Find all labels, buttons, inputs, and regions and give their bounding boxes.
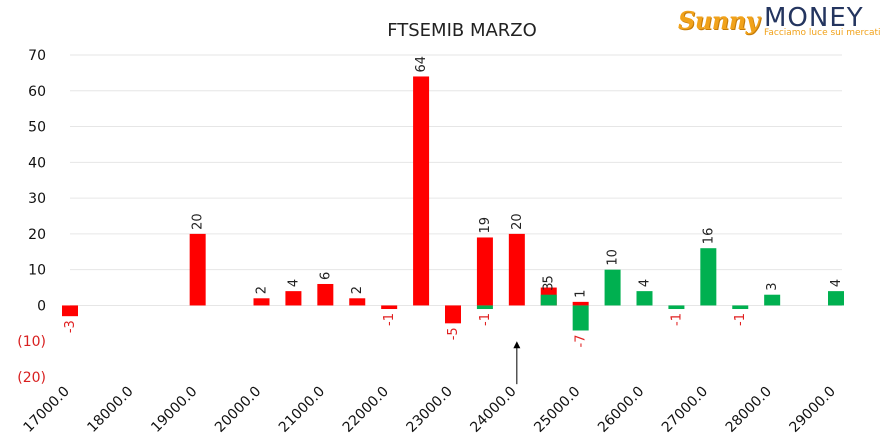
bar <box>189 233 206 306</box>
bar <box>572 305 589 331</box>
bar <box>62 305 78 317</box>
data-label: -1 <box>669 313 684 326</box>
y-tick-label: 50 <box>28 120 46 136</box>
x-tick-label: 19000.0 <box>148 384 200 436</box>
data-labels: -3 20 2 4 6 2 -1 64 -5 19 20 5 1 -1 3 -7 10 4 -1 16 -1 3 4 <box>63 56 844 348</box>
logo-wordmark-left: Sunny <box>678 6 760 35</box>
gridlines <box>70 54 842 306</box>
bar <box>476 237 493 306</box>
y-tick-label: (10) <box>17 334 46 350</box>
data-label: 20 <box>191 213 206 230</box>
bar <box>381 305 398 310</box>
x-tick-label: 24000.0 <box>467 384 519 436</box>
data-label: 3 <box>542 282 557 290</box>
data-label: 2 <box>350 286 365 294</box>
bar <box>636 291 653 306</box>
logo-wordmark-right: MONEY <box>764 3 864 33</box>
bar <box>732 305 749 310</box>
logo-tagline: Facciamo luce sui mercati <box>764 28 881 38</box>
data-label: -1 <box>382 313 397 326</box>
bar <box>476 305 493 310</box>
data-label: -1 <box>478 313 493 326</box>
x-tick-label: 23000.0 <box>404 384 456 436</box>
bar <box>540 294 557 306</box>
data-label: -3 <box>63 320 78 333</box>
sunny-money-logo: Sunny MONEY Facciamo luce sui mercati <box>678 3 881 42</box>
bar <box>764 294 781 306</box>
bar <box>828 291 844 306</box>
bar <box>604 269 621 306</box>
y-tick-label: 70 <box>28 48 46 64</box>
data-label: 4 <box>638 279 653 287</box>
bar <box>349 298 366 306</box>
data-label: 6 <box>318 272 333 280</box>
x-tick-label: 22000.0 <box>340 384 392 436</box>
data-label: 1 <box>574 290 589 298</box>
y-tick-label: (20) <box>17 370 46 386</box>
bar <box>700 248 717 306</box>
data-label: 5 <box>542 275 557 283</box>
x-tick-label: 29000.0 <box>787 384 839 436</box>
bar <box>413 76 430 306</box>
x-tick-label: 18000.0 <box>84 384 136 436</box>
data-label: 64 <box>414 56 429 73</box>
y-tick-label: 60 <box>28 84 46 100</box>
bar <box>317 283 334 306</box>
x-tick-label: 25000.0 <box>531 384 583 436</box>
annotation-arrow-head <box>513 341 521 349</box>
chart-title: FTSEMIB MARZO <box>387 20 537 41</box>
data-label: 2 <box>255 286 270 294</box>
x-tick-label: 26000.0 <box>595 384 647 436</box>
data-label: 4 <box>829 279 844 287</box>
y-tick-label: 40 <box>28 155 46 171</box>
x-tick-label: 27000.0 <box>659 384 711 436</box>
y-tick-label: 10 <box>28 263 46 279</box>
y-axis-ticks: 70 60 50 40 30 20 10 0 (10) (20) <box>17 48 46 386</box>
data-label: -7 <box>574 334 589 347</box>
data-label: -5 <box>446 327 461 340</box>
annotations <box>513 341 521 385</box>
data-label: 10 <box>606 249 621 266</box>
bar <box>253 298 270 306</box>
data-label: 4 <box>286 279 301 287</box>
data-label: -1 <box>733 313 748 326</box>
bar <box>508 233 525 306</box>
data-label: 20 <box>510 213 525 230</box>
x-tick-label: 17000.0 <box>21 384 73 436</box>
bar <box>572 301 589 306</box>
y-tick-label: 0 <box>37 298 46 314</box>
y-tick-label: 20 <box>28 227 46 243</box>
bar <box>668 305 685 310</box>
x-tick-label: 21000.0 <box>276 384 328 436</box>
bar <box>285 291 302 306</box>
data-label: 3 <box>765 282 780 290</box>
bars <box>62 76 844 331</box>
y-tick-label: 30 <box>28 191 46 207</box>
data-label: 16 <box>701 228 716 245</box>
bar <box>445 305 461 324</box>
data-label: 19 <box>478 217 493 234</box>
x-tick-label: 20000.0 <box>212 384 264 436</box>
x-tick-label: 28000.0 <box>723 384 775 436</box>
x-axis-ticks: 17000.0 18000.0 19000.0 20000.0 21000.0 22000… <box>21 384 839 436</box>
